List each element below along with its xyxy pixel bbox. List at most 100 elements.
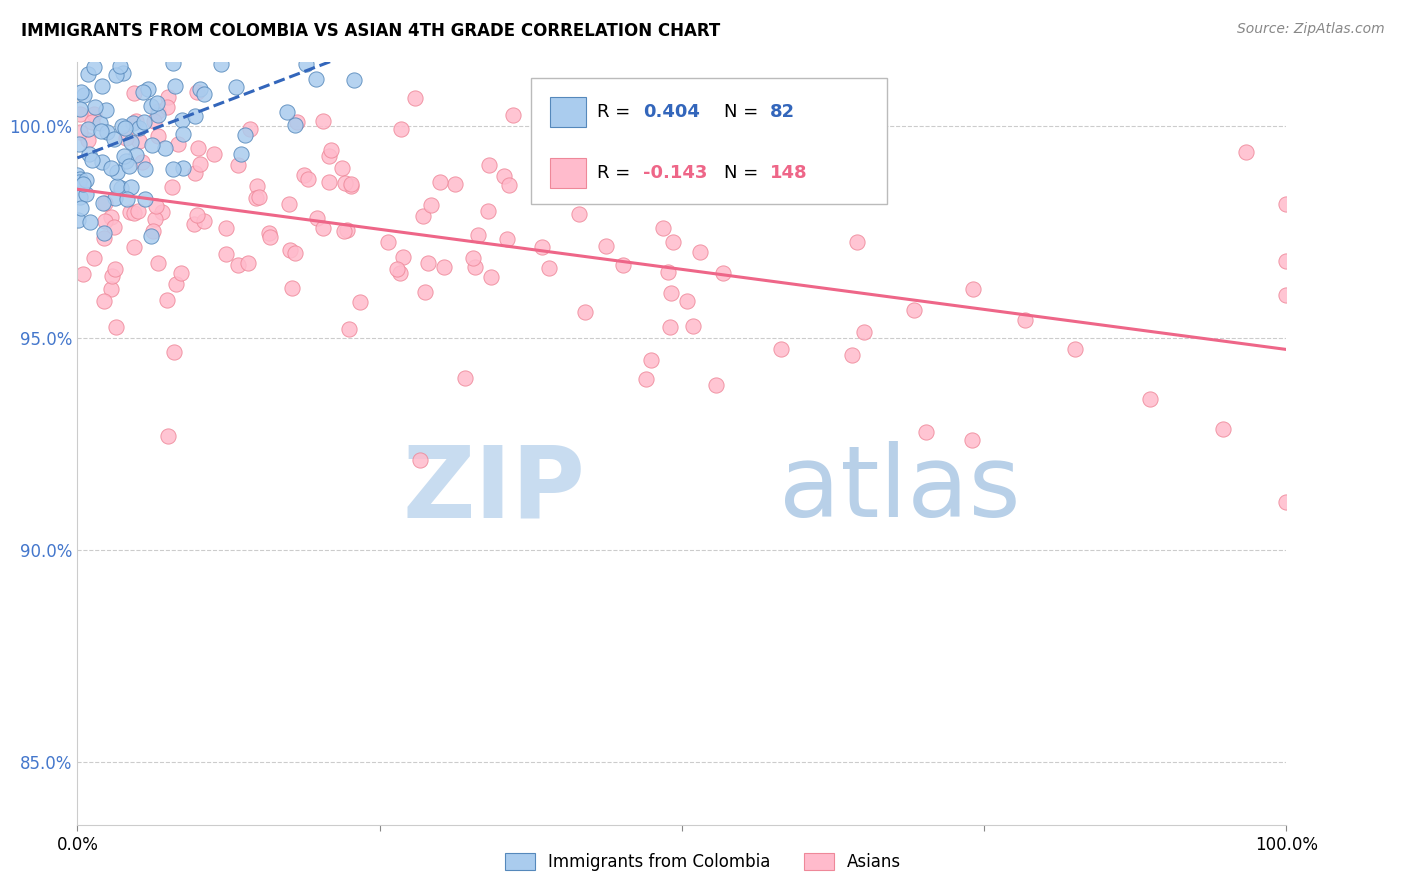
Point [962, 282, 984, 296]
Point [117, 160, 139, 174]
Point [122, 240, 145, 254]
Point [72, 178, 94, 192]
Point [142, 223, 165, 237]
Point [93, 293, 115, 308]
Point [139, 99, 162, 113]
Point [259, 229, 281, 244]
Point [389, 122, 412, 136]
Legend: Immigrants from Colombia, Asians: Immigrants from Colombia, Asians [496, 845, 910, 880]
Point [188, 82, 211, 96]
Point [1275, 254, 1298, 268]
Point [574, 305, 596, 319]
Point [104, 319, 127, 334]
Point [89, 116, 111, 130]
Point [1275, 288, 1298, 302]
Point [711, 267, 734, 281]
Point [111, 119, 134, 133]
Text: N =: N = [724, 164, 765, 182]
Point [146, 103, 169, 118]
Point [215, 247, 238, 261]
Point [659, 320, 682, 334]
Point [337, 322, 360, 336]
Text: atlas: atlas [779, 441, 1021, 538]
Point [259, 226, 281, 240]
Text: N =: N = [724, 103, 765, 121]
Text: 82: 82 [770, 103, 796, 121]
Point [131, 154, 153, 169]
Point [247, 189, 270, 203]
Point [841, 348, 863, 362]
Point [172, 113, 194, 128]
Point [318, 175, 340, 189]
Point [246, 179, 269, 194]
Point [349, 294, 371, 309]
Point [77, 133, 100, 147]
Point [163, 345, 186, 359]
Text: -0.143: -0.143 [643, 164, 707, 182]
Point [312, 114, 335, 128]
Point [404, 91, 426, 105]
Point [186, 85, 208, 99]
Point [72, 267, 94, 281]
Point [165, 277, 187, 292]
Point [146, 256, 169, 270]
Point [336, 223, 359, 237]
Point [184, 110, 207, 124]
Point [564, 189, 586, 203]
Point [83, 107, 105, 121]
Point [333, 176, 356, 190]
Point [392, 250, 415, 264]
Point [236, 256, 259, 270]
Point [285, 114, 308, 128]
Point [1275, 196, 1298, 211]
Point [83, 251, 105, 265]
Point [127, 204, 149, 219]
Point [114, 153, 136, 168]
Point [284, 119, 307, 133]
Point [155, 141, 177, 155]
Point [111, 66, 134, 80]
Point [160, 180, 183, 194]
Point [156, 293, 179, 308]
Text: R =: R = [598, 164, 637, 182]
Point [110, 181, 132, 195]
Point [165, 78, 187, 93]
Point [1139, 392, 1161, 407]
Text: ZIP: ZIP [402, 441, 585, 538]
Point [662, 235, 685, 250]
Point [143, 114, 166, 128]
Point [114, 131, 136, 145]
Point [172, 127, 194, 141]
Point [94, 103, 117, 117]
Point [75, 173, 97, 187]
Point [93, 231, 115, 245]
Point [914, 425, 936, 439]
Point [132, 86, 155, 100]
Point [90, 124, 112, 138]
Point [143, 212, 166, 227]
Point [128, 121, 150, 136]
Point [172, 161, 194, 175]
Point [83, 60, 105, 74]
Point [467, 228, 489, 243]
Point [429, 0, 451, 13]
Point [529, 129, 551, 144]
Point [105, 178, 128, 193]
Point [125, 114, 148, 128]
Point [595, 239, 617, 253]
Point [657, 265, 679, 279]
Point [118, 205, 141, 219]
Point [73, 88, 96, 103]
Point [67, 175, 90, 189]
Point [498, 178, 520, 192]
Point [624, 162, 647, 177]
Point [429, 175, 451, 189]
Point [205, 21, 228, 35]
Point [91, 196, 114, 211]
Point [114, 121, 136, 136]
Text: Source: ZipAtlas.com: Source: ZipAtlas.com [1237, 22, 1385, 37]
Point [104, 191, 127, 205]
Point [77, 122, 100, 136]
Point [139, 228, 162, 243]
Point [76, 67, 98, 81]
